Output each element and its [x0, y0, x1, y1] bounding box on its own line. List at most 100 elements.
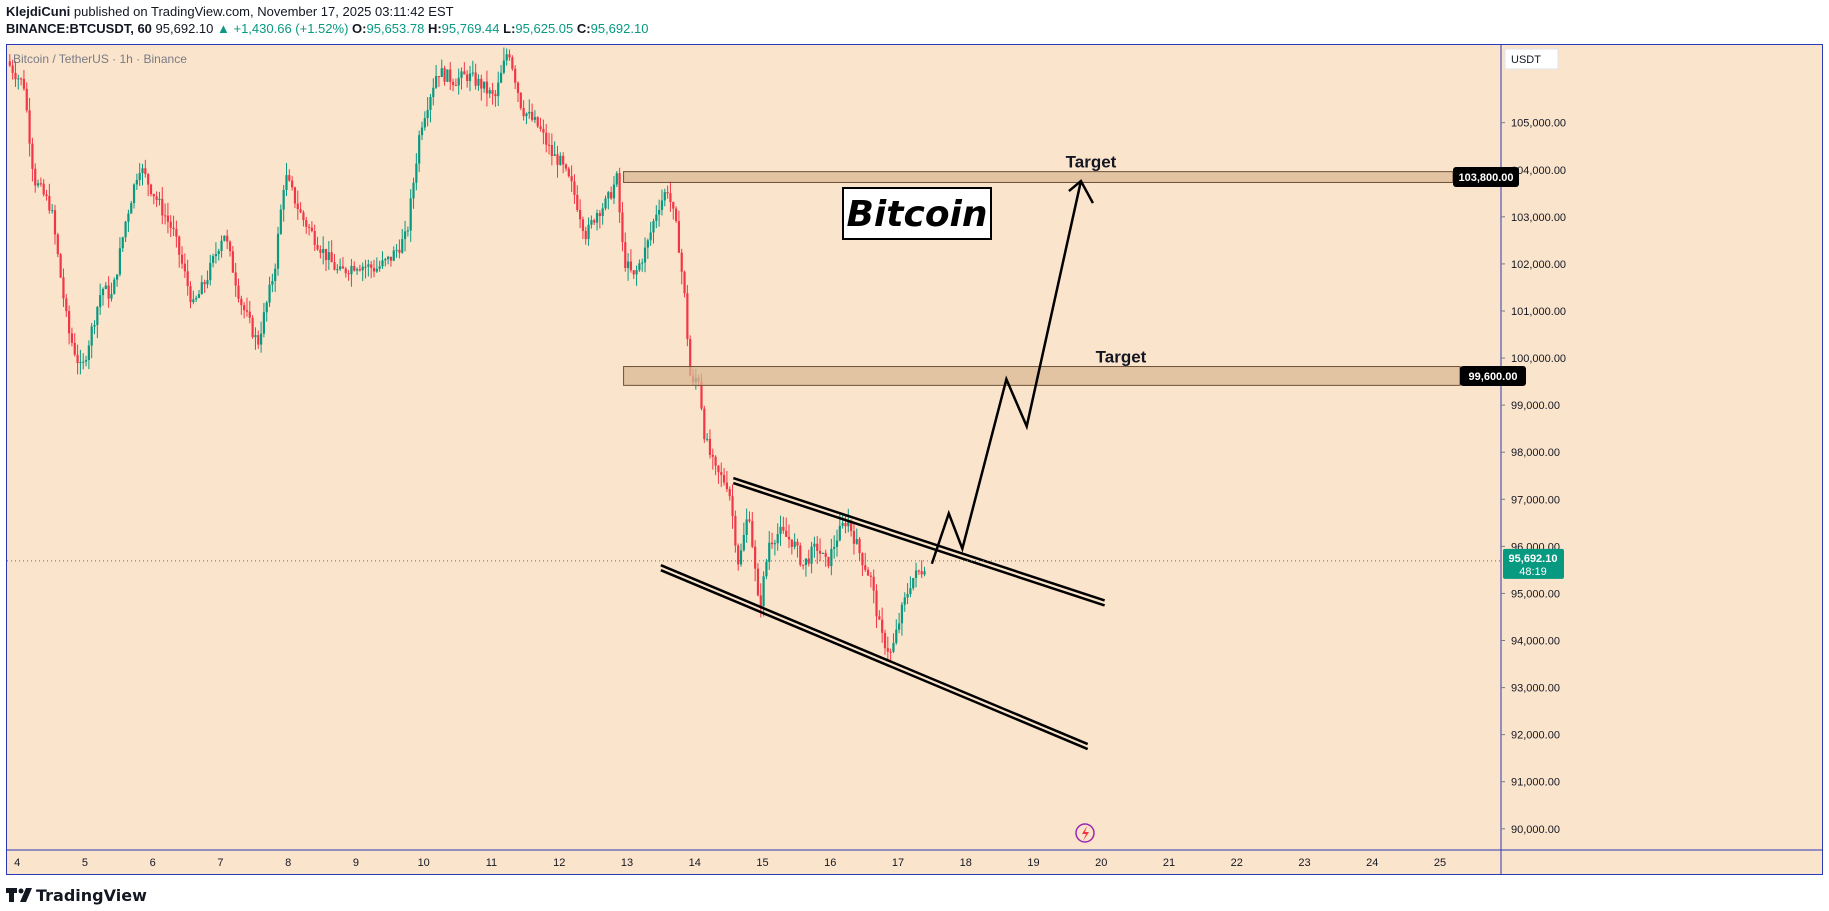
candle-body — [254, 335, 257, 338]
candle-body — [663, 192, 666, 201]
candle-body — [559, 155, 562, 165]
candle-body — [756, 568, 760, 596]
candle-body — [330, 252, 333, 263]
candle-body — [389, 256, 393, 261]
candle-body — [734, 516, 737, 546]
candle-body — [488, 90, 491, 94]
candle-body — [864, 565, 867, 570]
candle-body — [51, 210, 54, 212]
candle-body — [556, 154, 559, 165]
y-tick-label: 91,000.00 — [1511, 777, 1560, 789]
x-tick-label: 18 — [960, 857, 972, 869]
candle-body — [268, 284, 271, 303]
candle-body — [353, 265, 356, 271]
candle-body — [206, 280, 209, 285]
candle-body — [200, 282, 203, 295]
candle-body — [327, 252, 330, 260]
candle-body — [595, 213, 599, 223]
candle-body — [539, 126, 542, 129]
candle-body — [536, 117, 539, 127]
candle-body — [82, 361, 85, 363]
candle-body — [807, 558, 810, 564]
candle-body — [403, 231, 407, 240]
candle-body — [770, 542, 774, 545]
channel-upper-line — [732, 476, 1106, 602]
target-zone — [623, 171, 1454, 183]
author-name[interactable]: KlejdiCuni — [6, 4, 71, 19]
candle-body — [869, 575, 872, 577]
candle-body — [135, 179, 138, 185]
chart-frame[interactable]: Bitcoin / TetherUS · 1h · Binance USDT 105… — [6, 44, 1823, 875]
candle-body — [626, 261, 630, 269]
y-tick-label: 97,000.00 — [1511, 494, 1560, 506]
candle-body — [703, 408, 706, 440]
candle-body — [728, 489, 731, 497]
candle-body — [124, 221, 127, 238]
candle-body — [412, 182, 415, 199]
candle-body — [364, 266, 367, 268]
candle-body — [107, 285, 110, 299]
candle-body — [545, 132, 548, 145]
candle-body — [409, 198, 412, 231]
candle-body — [234, 272, 237, 286]
publish-header: KlejdiCuni published on TradingView.com,… — [6, 4, 648, 38]
y-tick-label: 102,000.00 — [1511, 259, 1566, 271]
candle-body — [285, 175, 288, 190]
candle-body — [610, 192, 613, 199]
candle-body — [844, 523, 847, 527]
candle-body — [861, 553, 864, 566]
x-tick-label: 12 — [553, 857, 565, 869]
candle-body — [745, 519, 748, 535]
candle-body — [898, 623, 901, 630]
candle-body — [711, 454, 714, 457]
x-tick-label: 7 — [217, 857, 223, 869]
low-label: L: — [503, 21, 516, 36]
candle-body — [635, 270, 638, 275]
open-label: O: — [352, 21, 367, 36]
candle-body — [683, 271, 686, 294]
candle-body — [581, 219, 585, 231]
price-chart[interactable]: Bitcoin / TetherUS · 1h · Binance USDT105… — [7, 45, 1822, 874]
currency-label: USDT — [1511, 54, 1541, 66]
candle-body — [166, 215, 170, 222]
candle-body — [355, 269, 359, 271]
candle-body — [65, 298, 68, 312]
candle-body — [432, 87, 435, 98]
candle-body — [178, 236, 181, 255]
candle-body — [370, 264, 373, 268]
candle-body — [426, 109, 429, 119]
candle-body — [161, 198, 164, 216]
candle-body — [392, 250, 395, 261]
bar-countdown: 48:19 — [1519, 566, 1547, 578]
candle-body — [525, 113, 528, 117]
candle-body — [384, 259, 387, 261]
time-axis-background — [7, 850, 1822, 874]
candle-body — [531, 111, 534, 120]
x-tick-label: 20 — [1095, 857, 1107, 869]
candle-body — [460, 71, 463, 78]
lightning-icon — [1075, 823, 1095, 843]
target-label: Target — [1066, 153, 1117, 172]
candle-body — [141, 168, 144, 174]
candle-body — [175, 228, 178, 237]
tradingview-logo-icon — [6, 888, 32, 902]
candle-body — [147, 174, 150, 185]
candle-body — [923, 571, 926, 575]
candle-body — [59, 254, 62, 278]
x-tick-label: 25 — [1434, 857, 1446, 869]
candle-body — [144, 168, 147, 175]
candle-body — [437, 76, 441, 78]
candle-body — [576, 194, 579, 210]
candle-body — [677, 221, 681, 253]
candle-body — [158, 198, 161, 200]
candle-body — [121, 237, 124, 249]
candle-body — [53, 210, 57, 235]
candle-body — [570, 176, 573, 182]
candle-body — [474, 72, 477, 86]
candle-body — [706, 438, 709, 440]
candle-body — [818, 550, 822, 554]
candle-body — [742, 534, 745, 551]
candle-body — [203, 282, 206, 285]
y-tick-label: 93,000.00 — [1511, 683, 1560, 695]
candle-body — [449, 69, 452, 82]
